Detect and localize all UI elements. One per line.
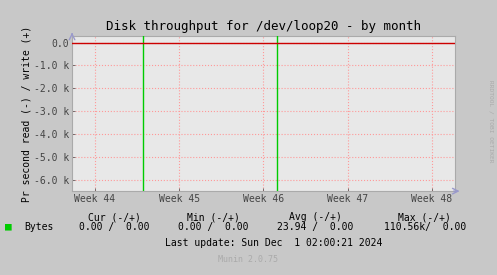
Text: Munin 2.0.75: Munin 2.0.75 [219,255,278,264]
Text: ■: ■ [5,222,12,232]
Y-axis label: Pr second read (-) / write (+): Pr second read (-) / write (+) [21,25,31,202]
Text: Bytes: Bytes [24,222,53,232]
Text: Avg (-/+): Avg (-/+) [289,212,342,222]
Text: 0.00 /  0.00: 0.00 / 0.00 [79,222,150,232]
Text: Min (-/+): Min (-/+) [187,212,240,222]
Text: 23.94 /  0.00: 23.94 / 0.00 [277,222,354,232]
Text: Cur (-/+): Cur (-/+) [88,212,141,222]
Text: 110.56k/  0.00: 110.56k/ 0.00 [384,222,466,232]
Text: RRDTOOL / TOBI OETIKER: RRDTOOL / TOBI OETIKER [489,80,494,162]
Text: Max (-/+): Max (-/+) [399,212,451,222]
Title: Disk throughput for /dev/loop20 - by month: Disk throughput for /dev/loop20 - by mon… [106,20,421,33]
Text: Last update: Sun Dec  1 02:00:21 2024: Last update: Sun Dec 1 02:00:21 2024 [165,238,382,248]
Text: 0.00 /  0.00: 0.00 / 0.00 [178,222,249,232]
